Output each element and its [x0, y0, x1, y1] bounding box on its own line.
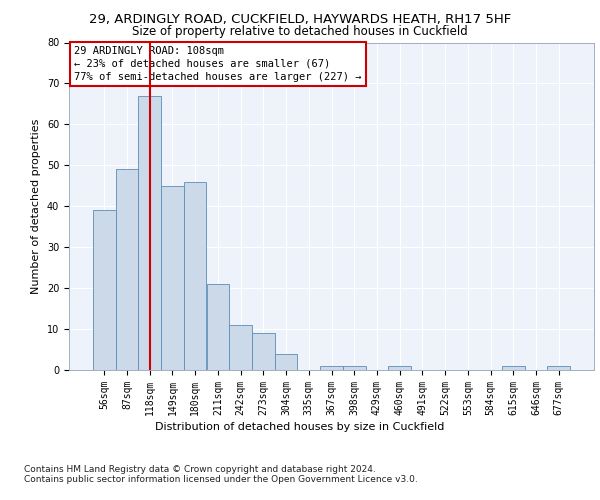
Bar — [139, 96, 161, 370]
Bar — [116, 170, 139, 370]
Bar — [502, 366, 524, 370]
Bar — [320, 366, 343, 370]
Bar — [388, 366, 411, 370]
Bar — [343, 366, 365, 370]
Bar — [547, 366, 570, 370]
Text: Distribution of detached houses by size in Cuckfield: Distribution of detached houses by size … — [155, 422, 445, 432]
Text: 29 ARDINGLY ROAD: 108sqm
← 23% of detached houses are smaller (67)
77% of semi-d: 29 ARDINGLY ROAD: 108sqm ← 23% of detach… — [74, 46, 362, 82]
Bar — [184, 182, 206, 370]
Text: 29, ARDINGLY ROAD, CUCKFIELD, HAYWARDS HEATH, RH17 5HF: 29, ARDINGLY ROAD, CUCKFIELD, HAYWARDS H… — [89, 12, 511, 26]
Text: Size of property relative to detached houses in Cuckfield: Size of property relative to detached ho… — [132, 25, 468, 38]
Text: Contains HM Land Registry data © Crown copyright and database right 2024.
Contai: Contains HM Land Registry data © Crown c… — [24, 465, 418, 484]
Bar — [161, 186, 184, 370]
Bar — [93, 210, 116, 370]
Bar — [206, 284, 229, 370]
Bar — [275, 354, 298, 370]
Bar — [229, 325, 252, 370]
Bar — [252, 333, 275, 370]
Y-axis label: Number of detached properties: Number of detached properties — [31, 118, 41, 294]
